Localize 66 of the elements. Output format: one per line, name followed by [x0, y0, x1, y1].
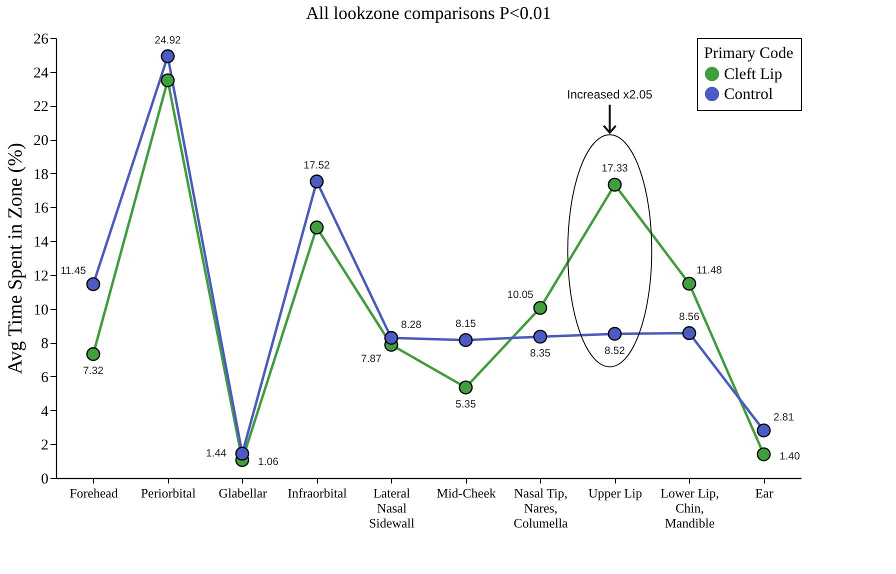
chart-title: All lookzone comparisons P<0.01 — [306, 3, 552, 23]
point — [682, 276, 696, 291]
y-tick-label: 6 — [41, 370, 49, 386]
data-label: 8.15 — [456, 318, 476, 330]
data-label: 10.05 — [507, 288, 534, 301]
point — [86, 277, 100, 292]
point — [384, 330, 398, 345]
legend-title: Primary Code — [704, 45, 794, 62]
data-label: 8.56 — [679, 311, 700, 324]
data-label: 8.52 — [604, 344, 626, 357]
point — [310, 220, 324, 234]
y-tick-label: 14 — [34, 234, 49, 251]
y-tick-label: 2 — [41, 438, 48, 454]
data-label: 11.48 — [696, 264, 722, 277]
y-tick-label: 24 — [34, 65, 49, 82]
point — [608, 178, 622, 192]
y-tick-label: 26 — [34, 32, 49, 48]
data-label: 1.40 — [780, 450, 800, 462]
y-tick-label: 18 — [34, 166, 48, 183]
data-label: 1.06 — [258, 456, 279, 468]
point — [756, 447, 771, 462]
point — [235, 446, 250, 461]
data-label: 17.33 — [602, 162, 628, 175]
data-label: 1.44 — [206, 448, 227, 460]
data-label: 5.35 — [456, 398, 476, 410]
y-tick-label: 0 — [41, 472, 48, 488]
x-tick-label: Periorbital — [140, 486, 196, 500]
point — [533, 300, 548, 315]
point — [86, 347, 100, 362]
data-label: 8.28 — [401, 318, 422, 331]
y-axis-title: Avg Time Spent in Zone (%) — [4, 142, 26, 374]
y-tick-label: 22 — [34, 99, 48, 116]
point — [756, 423, 771, 438]
data-label: 11.45 — [60, 265, 86, 278]
x-tick-label: Infraorbital — [288, 486, 348, 500]
legend-label: Control — [724, 86, 774, 103]
x-tick-label: Lateral Nasal Sidewall — [369, 486, 415, 530]
point — [458, 333, 473, 348]
point — [310, 174, 324, 188]
y-tick-label: 4 — [41, 404, 49, 420]
data-label: 8.35 — [530, 348, 551, 360]
data-label: 7.87 — [361, 352, 382, 365]
y-tick-label: 8 — [41, 336, 48, 352]
legend-label: Cleft Lip — [724, 66, 782, 83]
x-tick-label: Mid-Cheek — [436, 486, 496, 500]
point — [533, 330, 548, 344]
x-tick-label: Upper Lip — [588, 486, 642, 500]
data-label: 2.81 — [774, 411, 794, 424]
data-label: 7.32 — [83, 365, 104, 378]
x-tick-label: Lower Lip, Chin, Mandible — [660, 486, 719, 530]
y-tick-label: 12 — [34, 268, 48, 284]
point — [458, 380, 473, 394]
annotation: Increased x2.05 — [567, 88, 653, 102]
y-tick-label: 16 — [34, 200, 49, 217]
point — [608, 326, 622, 341]
point — [160, 73, 175, 88]
y-tick-label: 10 — [34, 302, 48, 318]
x-tick-label: Nasal Tip, Nares, Columella — [514, 486, 568, 530]
point — [682, 326, 696, 340]
x-tick-label: Ear — [755, 486, 774, 500]
data-label: 17.52 — [304, 160, 330, 172]
x-tick-label: Glabellar — [218, 486, 268, 500]
x-tick-label: Forehead — [70, 486, 118, 500]
data-label: 24.92 — [154, 34, 182, 46]
y-tick-label: 20 — [34, 133, 48, 150]
point — [160, 49, 175, 64]
